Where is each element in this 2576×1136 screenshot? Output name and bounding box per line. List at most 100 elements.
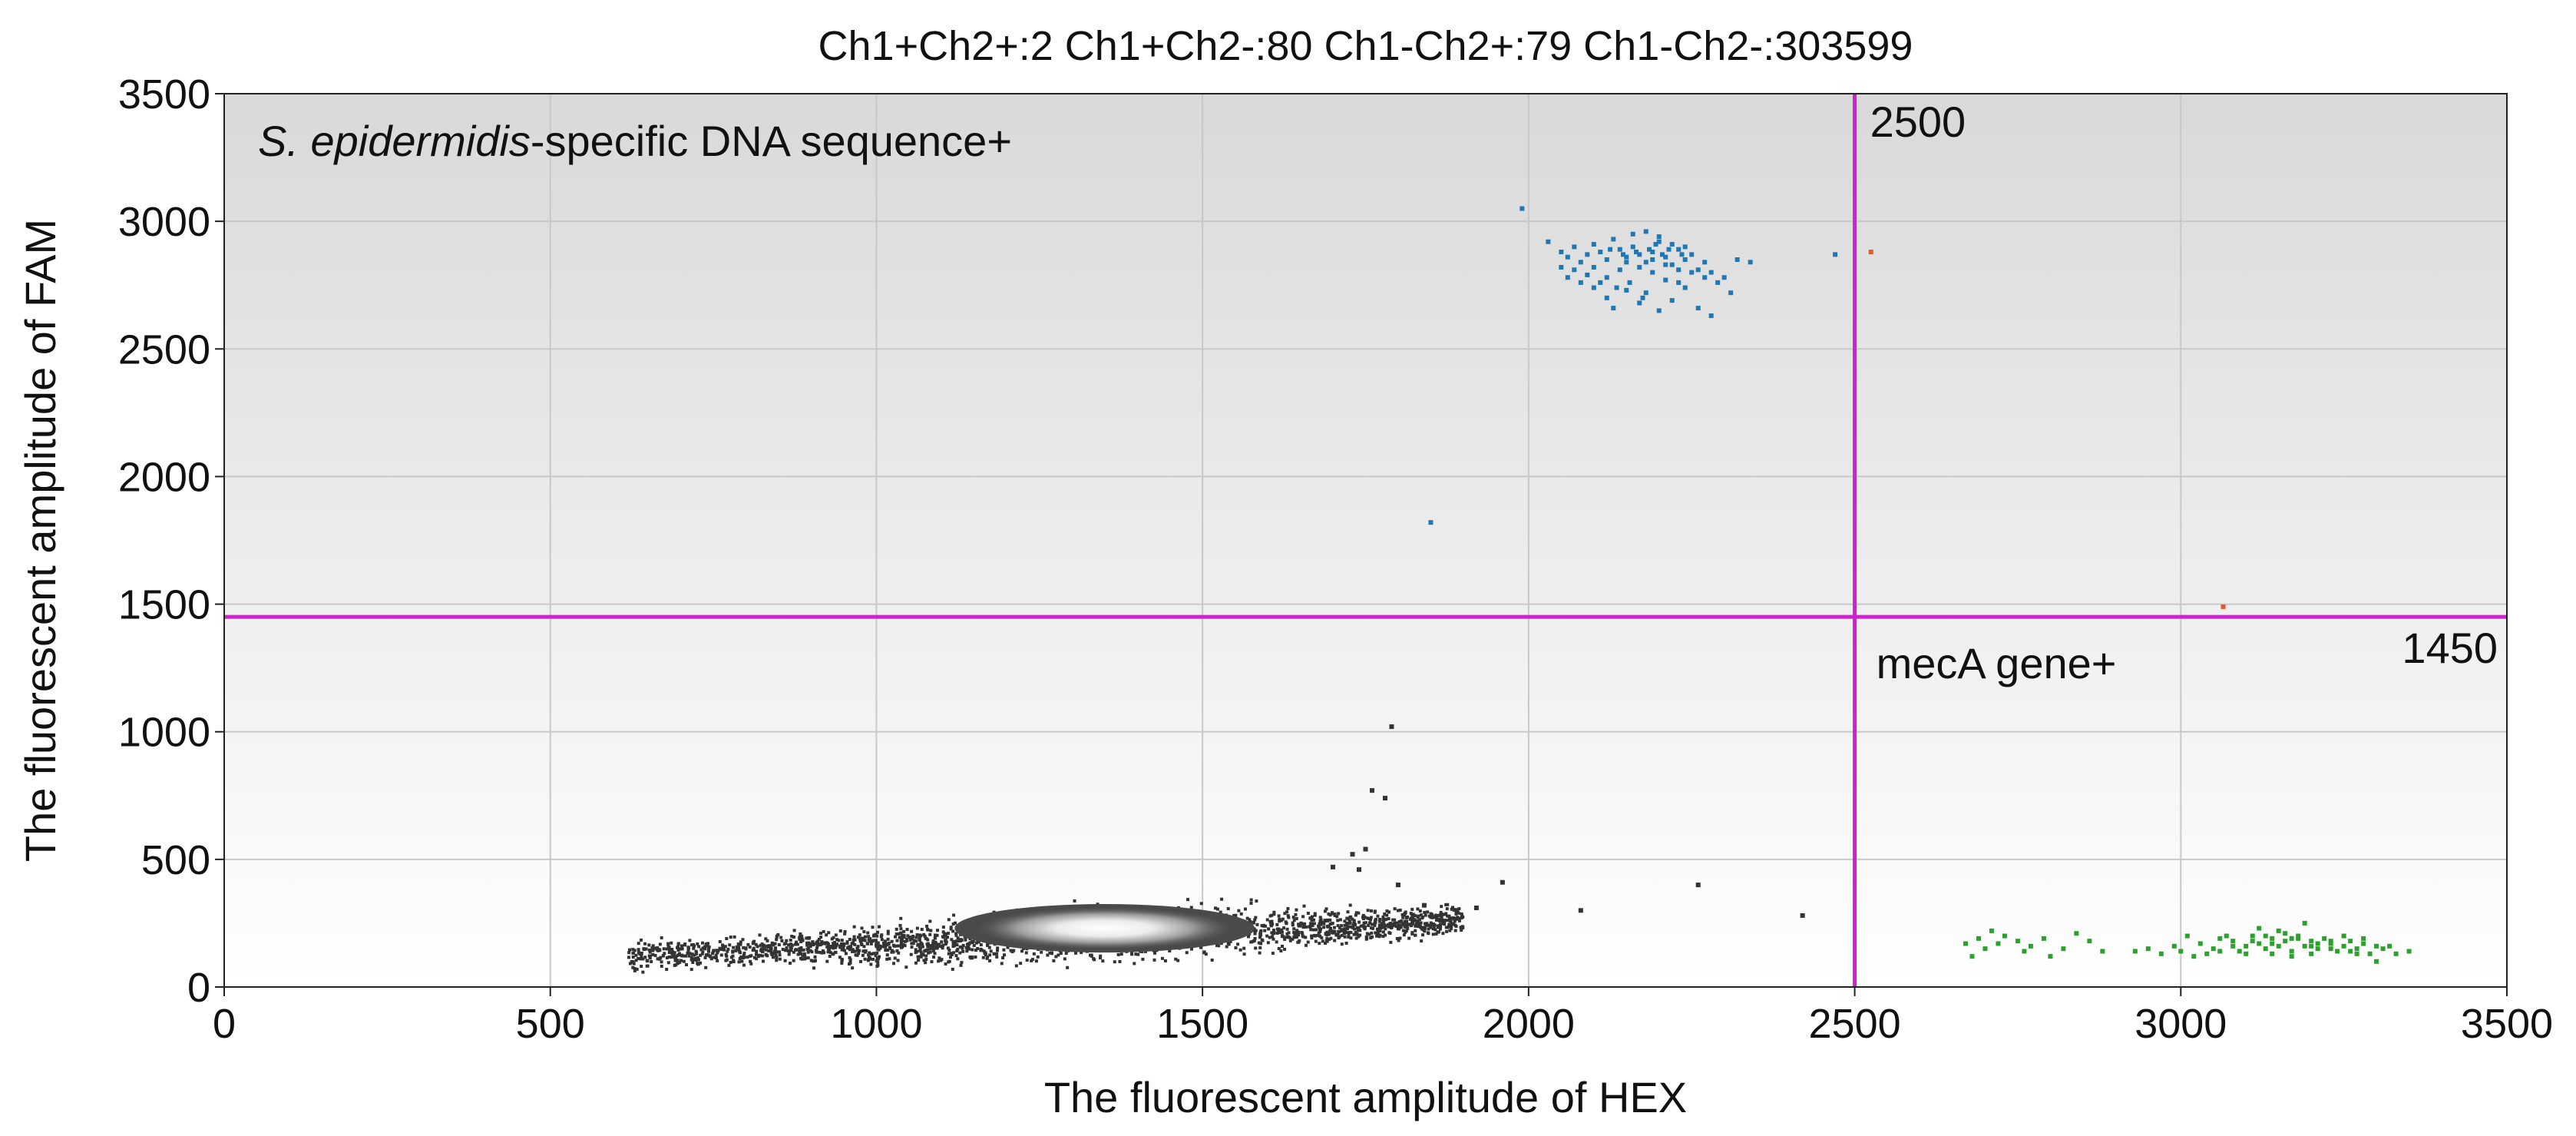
point-series-3 [1695,883,1701,888]
cluster-droplet [670,950,674,954]
cluster-droplet [1345,927,1349,931]
cluster-droplet [1417,925,1420,929]
cluster-droplet [1285,922,1288,926]
cluster-droplet [662,947,666,951]
cluster-droplet [906,934,910,938]
cluster-droplet [880,933,884,937]
cluster-droplet [1439,910,1443,914]
cluster-droplet [805,936,809,940]
cluster-droplet [949,955,953,959]
cluster-droplet [818,942,822,946]
cluster-droplet [694,952,698,956]
cluster-droplet [918,933,922,937]
cluster-droplet [792,959,795,962]
cluster-droplet [863,939,867,942]
cluster-droplet [677,952,681,955]
cluster-droplet [960,961,964,965]
cluster-droplet [1310,936,1314,940]
cluster-droplet [667,951,671,955]
cluster-droplet [673,951,676,955]
cluster-droplet [874,954,878,958]
cluster-droplet [842,946,845,949]
cluster-droplet [644,947,648,951]
cluster-droplet [1427,914,1431,918]
cluster-droplet [894,927,898,931]
cluster-droplet [673,963,676,967]
cluster-droplet [796,952,800,956]
cluster-droplet [1452,922,1456,926]
point-series-3 [1500,879,1505,885]
cluster-droplet [1402,923,1406,927]
point-series-1 [2315,941,2320,946]
cluster-droplet [800,937,804,941]
point-series-0 [1833,252,1838,257]
cluster-droplet [975,941,979,945]
cluster-droplet [964,938,967,942]
cluster-droplet [1323,909,1327,913]
cluster-droplet [1359,924,1363,928]
cluster-droplet [1393,921,1397,925]
cluster-droplet [921,945,924,949]
cluster-droplet [877,925,881,929]
cluster-droplet [822,929,825,933]
cluster-droplet [875,951,879,955]
cluster-droplet [1388,931,1392,935]
cluster-droplet [648,950,652,954]
cluster-droplet [1348,919,1351,923]
point-series-1 [1963,941,1968,946]
cluster-droplet [676,959,680,962]
cluster-droplet [901,942,905,946]
cluster-droplet [759,947,763,951]
cluster-droplet [806,956,810,960]
cluster-droplet [955,943,959,947]
point-series-0 [1598,250,1603,255]
cluster-droplet [996,946,1000,950]
point-series-0 [1598,280,1603,285]
cluster-droplet [1365,916,1369,920]
cluster-droplet [1397,920,1401,924]
cluster-droplet [640,955,643,959]
cluster-droplet [1365,932,1369,936]
cluster-droplet [1349,925,1353,929]
cluster-droplet [1285,910,1289,914]
cluster-droplet [1291,916,1295,919]
cluster-droplet [666,961,670,965]
cluster-droplet [1312,922,1316,926]
cluster-droplet [1346,910,1350,914]
cluster-droplet [1375,932,1379,936]
cluster-droplet [670,948,674,952]
cluster-droplet [1374,917,1378,921]
cluster-droplet [842,949,846,952]
threshold-x-label: 2500 [1870,98,1966,146]
cluster-droplet [1006,946,1010,949]
cluster-droplet [699,961,703,965]
cluster-droplet [947,918,951,922]
cluster-droplet [731,954,735,958]
cluster-droplet [631,951,635,955]
cluster-droplet [1448,919,1452,923]
cluster-droplet [1450,925,1453,929]
cluster-droplet [1367,921,1371,925]
cluster-droplet [1306,940,1310,944]
cluster-droplet [689,955,693,959]
cluster-droplet [1439,925,1443,929]
cluster-droplet [1402,933,1406,937]
cluster-droplet [778,953,782,957]
cluster-droplet [912,939,916,942]
point-series-1 [2276,943,2281,949]
cluster-droplet [979,947,983,951]
cluster-droplet [775,938,779,942]
point-series-1 [2367,951,2373,956]
cluster-droplet [775,936,779,939]
cluster-droplet [1380,922,1384,926]
point-series-1 [2322,936,2327,941]
cluster-droplet [1397,926,1401,929]
plot-frame [223,93,2508,988]
cluster-droplet [679,959,683,962]
cluster-droplet [1447,922,1451,926]
point-series-0 [1682,257,1688,262]
point-series-1 [1989,928,1994,933]
cluster-droplet [1279,949,1283,953]
cluster-droplet [1092,957,1096,961]
cluster-droplet [879,935,883,939]
